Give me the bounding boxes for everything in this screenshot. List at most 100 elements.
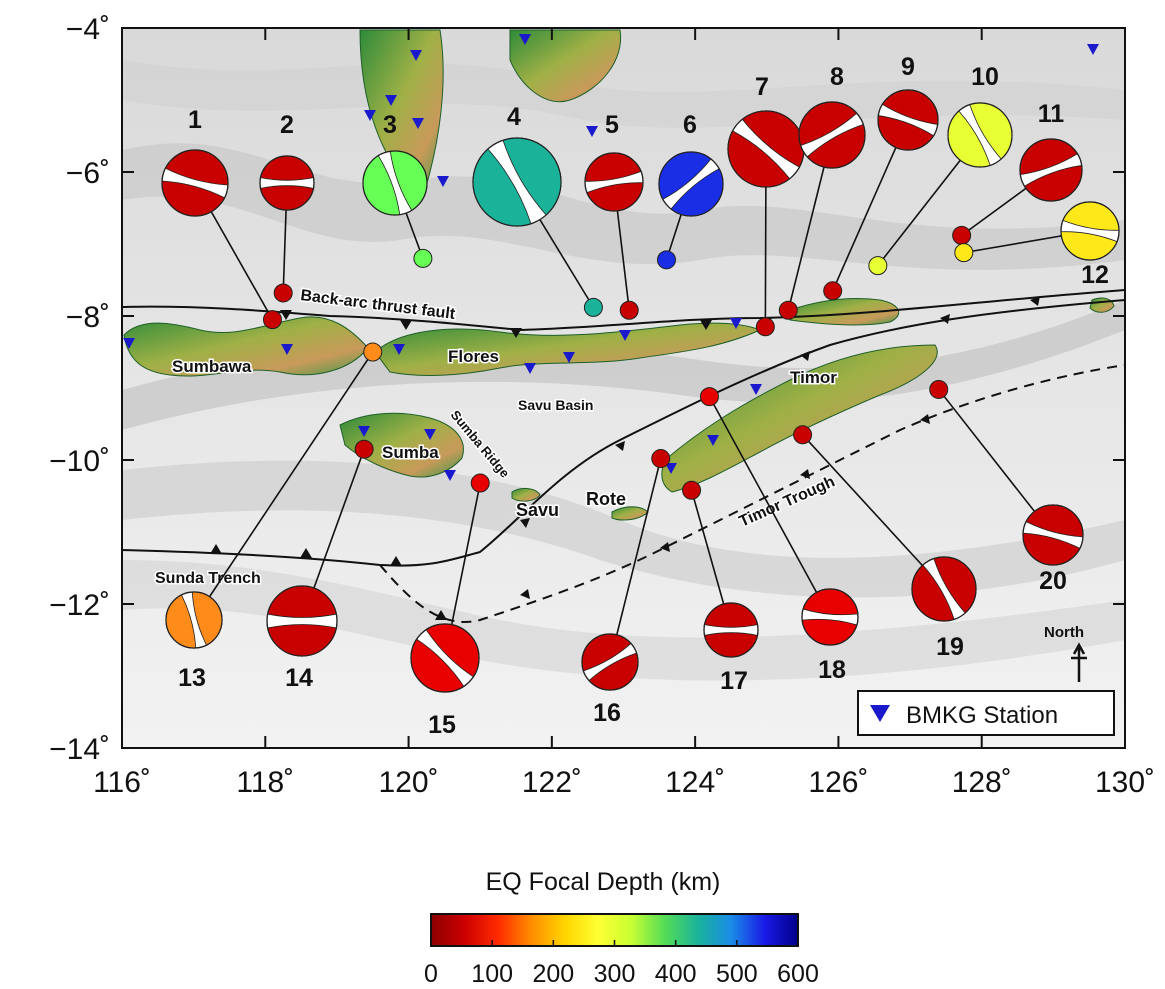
epicenter-marker bbox=[273, 283, 293, 303]
x-tick-label: 122˚ bbox=[522, 766, 582, 799]
station-marker bbox=[358, 426, 370, 437]
colorbar-tick-label: 100 bbox=[471, 960, 513, 988]
beachball-outline bbox=[798, 101, 866, 169]
earthquake-number: 2 bbox=[280, 111, 294, 139]
epicenter-marker bbox=[363, 342, 383, 362]
earthquake-number: 3 bbox=[383, 111, 397, 139]
earthquake-16: 16 bbox=[581, 449, 671, 727]
epicenter-marker bbox=[793, 425, 813, 445]
beachball-outline bbox=[658, 151, 724, 217]
colorbar-tick-label: 0 bbox=[424, 960, 438, 988]
thrust-teeth bbox=[210, 296, 1040, 620]
epicenter-marker bbox=[656, 250, 676, 270]
label-savu-basin: Savu Basin bbox=[518, 397, 593, 413]
earthquake-number: 19 bbox=[936, 633, 964, 661]
earthquake-number: 17 bbox=[720, 667, 748, 695]
x-tick-label: 116˚ bbox=[93, 766, 151, 799]
y-tick-label: −14˚ bbox=[49, 733, 110, 766]
earthquake-4: 4 bbox=[472, 103, 603, 317]
label-sunda-trench: Sunda Trench bbox=[155, 570, 261, 587]
earthquake-12: 12 bbox=[954, 201, 1120, 289]
earthquake-number: 4 bbox=[507, 103, 521, 131]
station-marker bbox=[437, 176, 449, 187]
colorbar-ticks: 0 100 200 300 400 500 600 bbox=[424, 940, 819, 988]
y-tick-label: −6˚ bbox=[66, 157, 110, 190]
epicenter-marker bbox=[954, 243, 974, 263]
epicenter-marker bbox=[682, 480, 702, 500]
station-marker bbox=[393, 344, 405, 355]
earthquake-13: 13 bbox=[165, 342, 383, 692]
epicenter-marker bbox=[755, 317, 775, 337]
label-sumba: Sumba bbox=[382, 443, 439, 462]
axis-ticks bbox=[121, 27, 1126, 749]
label-savu: Savu bbox=[516, 500, 559, 520]
map-area: Sumbawa Flores Savu Basin Sumba Sumba Ri… bbox=[122, 28, 1125, 748]
station-marker bbox=[412, 118, 424, 129]
north-arrow-icon bbox=[1071, 642, 1087, 682]
station-marker bbox=[1087, 44, 1099, 55]
station-marker bbox=[586, 126, 598, 137]
epicenter-marker bbox=[952, 225, 972, 245]
earthquake-14: 14 bbox=[266, 439, 374, 692]
station-marker bbox=[524, 363, 536, 374]
savu-island bbox=[511, 487, 541, 502]
beachball-outline bbox=[911, 556, 977, 622]
leader-line bbox=[609, 458, 662, 663]
beachball-outline bbox=[877, 89, 939, 151]
beachball-outline bbox=[362, 150, 428, 216]
station-marker bbox=[730, 318, 742, 329]
earthquake-3: 3 bbox=[362, 111, 433, 268]
epicenter-marker bbox=[929, 379, 949, 399]
earthquake-19: 19 bbox=[793, 425, 977, 661]
label-sumbawa: Sumbawa bbox=[172, 357, 252, 376]
station-marker bbox=[410, 50, 422, 61]
seafloor-relief bbox=[122, 60, 1125, 681]
station-marker bbox=[750, 384, 762, 395]
station-marker bbox=[563, 352, 575, 363]
beachball-outline bbox=[259, 155, 315, 211]
earthquake-number: 8 bbox=[830, 63, 844, 91]
x-tick-label: 126˚ bbox=[808, 766, 868, 799]
beachball-outline bbox=[1060, 201, 1120, 261]
label-rote: Rote bbox=[586, 489, 626, 509]
bmkg-stations bbox=[123, 34, 1099, 481]
beachball-outline bbox=[801, 588, 859, 646]
timor-trough bbox=[379, 364, 1125, 623]
station-marker bbox=[424, 429, 436, 440]
earthquake-number: 13 bbox=[178, 664, 206, 692]
earthquake-11: 11 bbox=[952, 100, 1083, 245]
earthquake-number: 20 bbox=[1039, 567, 1067, 595]
epicenter-marker bbox=[651, 449, 671, 469]
station-marker bbox=[444, 470, 456, 481]
station-marker bbox=[281, 344, 293, 355]
beachball-outline bbox=[703, 602, 759, 658]
earthquake-number: 1 bbox=[188, 106, 202, 134]
earthquake-number: 9 bbox=[901, 53, 915, 81]
back-arc-thrust-fault bbox=[122, 289, 1125, 332]
epicenter-marker bbox=[470, 473, 490, 493]
islands bbox=[123, 29, 1115, 521]
beachball-outline bbox=[1022, 504, 1084, 566]
label-timor: Timor bbox=[790, 368, 837, 387]
y-tick-label: −10˚ bbox=[49, 445, 110, 478]
epicenter-marker bbox=[619, 300, 639, 320]
x-tick-label: 124˚ bbox=[665, 766, 725, 799]
leader-line bbox=[802, 434, 945, 590]
legend-label-station: BMKG Station bbox=[906, 702, 1058, 729]
earthquake-17: 17 bbox=[682, 480, 759, 695]
leader-line bbox=[938, 388, 1054, 536]
label-north: North bbox=[1044, 624, 1084, 641]
station-marker bbox=[385, 95, 397, 106]
earthquake-number: 11 bbox=[1038, 100, 1065, 128]
beachball-outline bbox=[161, 149, 229, 217]
station-marker bbox=[707, 435, 719, 446]
map-frame bbox=[121, 27, 1126, 749]
earthquake-number: 18 bbox=[818, 656, 846, 684]
epicenter-marker bbox=[262, 310, 282, 330]
earthquake-number: 15 bbox=[428, 711, 456, 739]
earthquake-7: 7 bbox=[727, 73, 805, 337]
beachball-outline bbox=[472, 137, 562, 227]
sunda-timor-trench bbox=[122, 299, 1125, 567]
earthquake-6: 6 bbox=[656, 111, 724, 270]
